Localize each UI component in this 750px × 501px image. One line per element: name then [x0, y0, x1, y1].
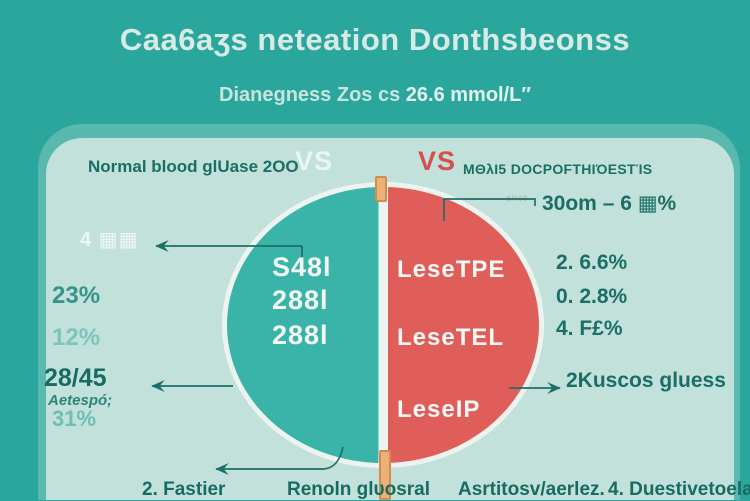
subtitle-text: Dianegness Zos cs [219, 84, 406, 106]
page-subtitle: Dianegness Zos cs 26.6 mmol/L″ [0, 84, 750, 107]
vs-label-left: VS [295, 146, 334, 176]
bottom-item-4: 4. Duestivetoelal [608, 479, 750, 500]
bottom-item-3: Asrtitosv/aerlez. [458, 479, 605, 500]
teal-half-value: 288l [272, 285, 329, 315]
right-stat-4: 4. F£% [556, 317, 623, 340]
right-column-header: ΜΘλΙ5 DOCPOFTHΙΌESTΊS [463, 161, 653, 177]
right-stat-1: 30om – 6 ▦% [542, 192, 677, 215]
bottom-item-2: Renoln glυosral [287, 479, 431, 500]
teal-half-value: S48l [272, 252, 332, 282]
left-stat-5: 31% [52, 406, 97, 431]
left-stat-2: 23% [52, 282, 101, 309]
subtitle-value: 26.6 mmol/L″ [405, 84, 531, 106]
teal-half-value: 288l [272, 320, 329, 350]
divider-marker-bottom [379, 450, 391, 500]
red-half-value: LeseTPE [397, 256, 506, 283]
left-stat-3: 12% [52, 324, 101, 351]
page-title: Caa6aʒs neteation Donthsbeonss [119, 22, 631, 57]
divider-marker-top [375, 176, 387, 202]
left-stat-1: 4 ▦▦ [80, 229, 139, 251]
right-stat-note: aliet [506, 193, 528, 203]
red-half-value: LeseIP [397, 396, 481, 423]
vs-label-right: VS [418, 146, 457, 176]
bottom-item-1: 2. Fastier [142, 479, 226, 500]
left-column-header: Normal blood glUase 2OO [88, 157, 299, 176]
red-half-value: LeseTEL [397, 324, 505, 351]
right-stat-3: 0. 2.8% [556, 285, 628, 308]
left-stat-4-caption: Aetespó; [48, 392, 113, 409]
right-stat-5: 2Kuscos gluess [566, 369, 726, 392]
left-stat-4: 28/45 [44, 364, 107, 392]
right-stat-2: 2. 6.6% [556, 251, 628, 274]
